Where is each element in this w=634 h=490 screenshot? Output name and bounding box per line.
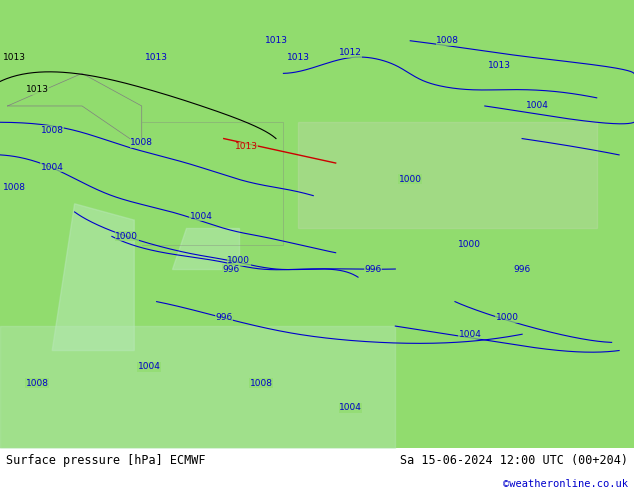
Polygon shape	[52, 204, 134, 350]
Text: 1008: 1008	[3, 183, 27, 192]
Text: ©weatheronline.co.uk: ©weatheronline.co.uk	[503, 479, 628, 489]
Text: 1013: 1013	[287, 52, 310, 62]
Text: 1004: 1004	[526, 101, 548, 110]
Text: 996: 996	[365, 265, 382, 273]
Text: 1000: 1000	[227, 256, 250, 266]
Text: 996: 996	[514, 265, 531, 273]
Text: 1013: 1013	[488, 61, 511, 70]
Text: 996: 996	[223, 265, 240, 273]
Text: 1004: 1004	[190, 212, 213, 220]
Polygon shape	[172, 228, 238, 269]
Text: 1013: 1013	[26, 85, 49, 94]
Text: 1008: 1008	[436, 36, 459, 45]
Text: Sa 15-06-2024 12:00 UTC (00+204): Sa 15-06-2024 12:00 UTC (00+204)	[399, 454, 628, 466]
Text: 1012: 1012	[339, 49, 362, 57]
Text: 1004: 1004	[138, 362, 160, 371]
Text: 996: 996	[215, 314, 233, 322]
Polygon shape	[299, 122, 597, 228]
Text: 1000: 1000	[458, 240, 481, 249]
Text: 1000: 1000	[399, 175, 422, 184]
Text: 1000: 1000	[115, 232, 138, 241]
Text: 1008: 1008	[250, 379, 273, 388]
Text: 1008: 1008	[130, 138, 153, 147]
Text: 1000: 1000	[496, 314, 519, 322]
Text: 1004: 1004	[41, 163, 63, 172]
Text: Surface pressure [hPa] ECMWF: Surface pressure [hPa] ECMWF	[6, 454, 206, 466]
Text: 1008: 1008	[26, 379, 49, 388]
Text: 1013: 1013	[264, 36, 287, 45]
Text: 1004: 1004	[339, 403, 362, 412]
Text: 1004: 1004	[458, 330, 481, 339]
Text: 1008: 1008	[41, 126, 63, 135]
Text: 1013: 1013	[235, 142, 257, 151]
Text: 1013: 1013	[145, 52, 168, 62]
Text: 1013: 1013	[3, 52, 27, 62]
